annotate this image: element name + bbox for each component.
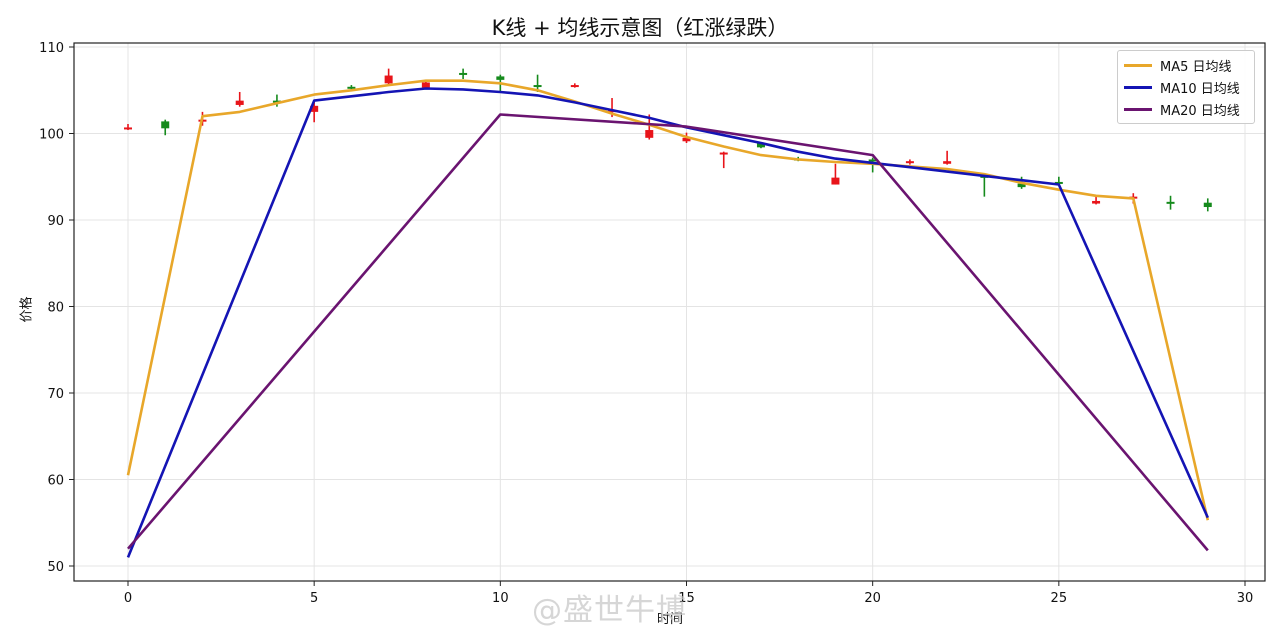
- x-tick-label: 15: [678, 591, 695, 606]
- candle-down-body: [272, 100, 281, 103]
- chart-title: K线 + 均线示意图（红涨绿跌）: [491, 16, 789, 40]
- candle-up-body: [905, 161, 914, 164]
- y-tick-label: 70: [47, 387, 64, 402]
- moving-average-lines: [126, 79, 1210, 558]
- y-tick-label: 90: [47, 214, 64, 229]
- y-axis-label: 价格: [19, 296, 35, 323]
- candle-up-body: [831, 177, 840, 185]
- candle-up-body: [235, 100, 244, 105]
- ma10-line-swatch-icon: [1124, 85, 1152, 89]
- candle-up-body: [310, 105, 319, 112]
- candle-down-body: [1017, 183, 1026, 188]
- legend-label: MA5 日均线: [1160, 59, 1232, 75]
- y-tick-label: 110: [39, 41, 64, 56]
- candle-up-body: [1092, 200, 1101, 204]
- y-tick-label: 100: [39, 128, 64, 143]
- candle-up-body: [384, 75, 393, 84]
- candle-down-body: [1166, 201, 1175, 204]
- candle-down-body: [459, 72, 468, 75]
- candle-up-body: [719, 152, 728, 155]
- legend-item-ma10: MA10 日均线: [1124, 76, 1248, 98]
- candle-up-body: [421, 82, 430, 88]
- candle-down-body: [756, 143, 765, 148]
- x-tick-label: 20: [864, 591, 881, 606]
- candle-down-body: [496, 76, 505, 80]
- watermark: @盛世牛博: [532, 593, 687, 628]
- y-tick-label: 50: [47, 560, 64, 575]
- legend: MA5 日均线 MA10 日均线 MA20 日均线: [1117, 50, 1255, 124]
- ma5-line-swatch-icon: [1124, 63, 1152, 67]
- candle-up-body: [124, 127, 132, 130]
- grid-lines: [74, 43, 1265, 581]
- y-tick-label: 80: [47, 301, 64, 316]
- candle-down-body: [533, 85, 542, 88]
- x-axis-label: 时间: [656, 612, 683, 627]
- ma20-line-swatch-icon: [1124, 107, 1152, 111]
- y-axis-ticks: 50 60 70 80 90 100 110: [39, 41, 74, 575]
- candle-down-body: [1203, 202, 1212, 208]
- candlesticks: [124, 68, 1212, 212]
- candle-down-body: [868, 159, 877, 162]
- candle-down-body: [1054, 181, 1063, 184]
- x-tick-label: 10: [492, 591, 509, 606]
- candle-up-body: [645, 130, 654, 138]
- x-tick-label: 25: [1051, 591, 1068, 606]
- x-axis-ticks: 0 5 10 15 20 25 30: [124, 581, 1253, 606]
- ma-line-2: [127, 113, 1209, 552]
- legend-item-ma20: MA20 日均线: [1124, 98, 1248, 120]
- candle-up-body: [943, 161, 952, 164]
- x-tick-label: 5: [310, 591, 318, 606]
- x-tick-label: 30: [1237, 591, 1254, 606]
- candle-down-body: [347, 86, 356, 89]
- ma-line-0: [126, 79, 1210, 521]
- x-tick-label: 0: [124, 591, 132, 606]
- y-tick-label: 60: [47, 474, 64, 489]
- legend-item-ma5: MA5 日均线: [1124, 54, 1248, 76]
- ma-line-1: [126, 87, 1209, 558]
- candle-up-body: [570, 85, 579, 88]
- axes-frame: [73, 42, 1266, 582]
- legend-label: MA10 日均线: [1160, 81, 1240, 97]
- candle-up-body: [682, 137, 691, 142]
- legend-label: MA20 日均线: [1160, 103, 1240, 119]
- candle-down-body: [161, 121, 170, 129]
